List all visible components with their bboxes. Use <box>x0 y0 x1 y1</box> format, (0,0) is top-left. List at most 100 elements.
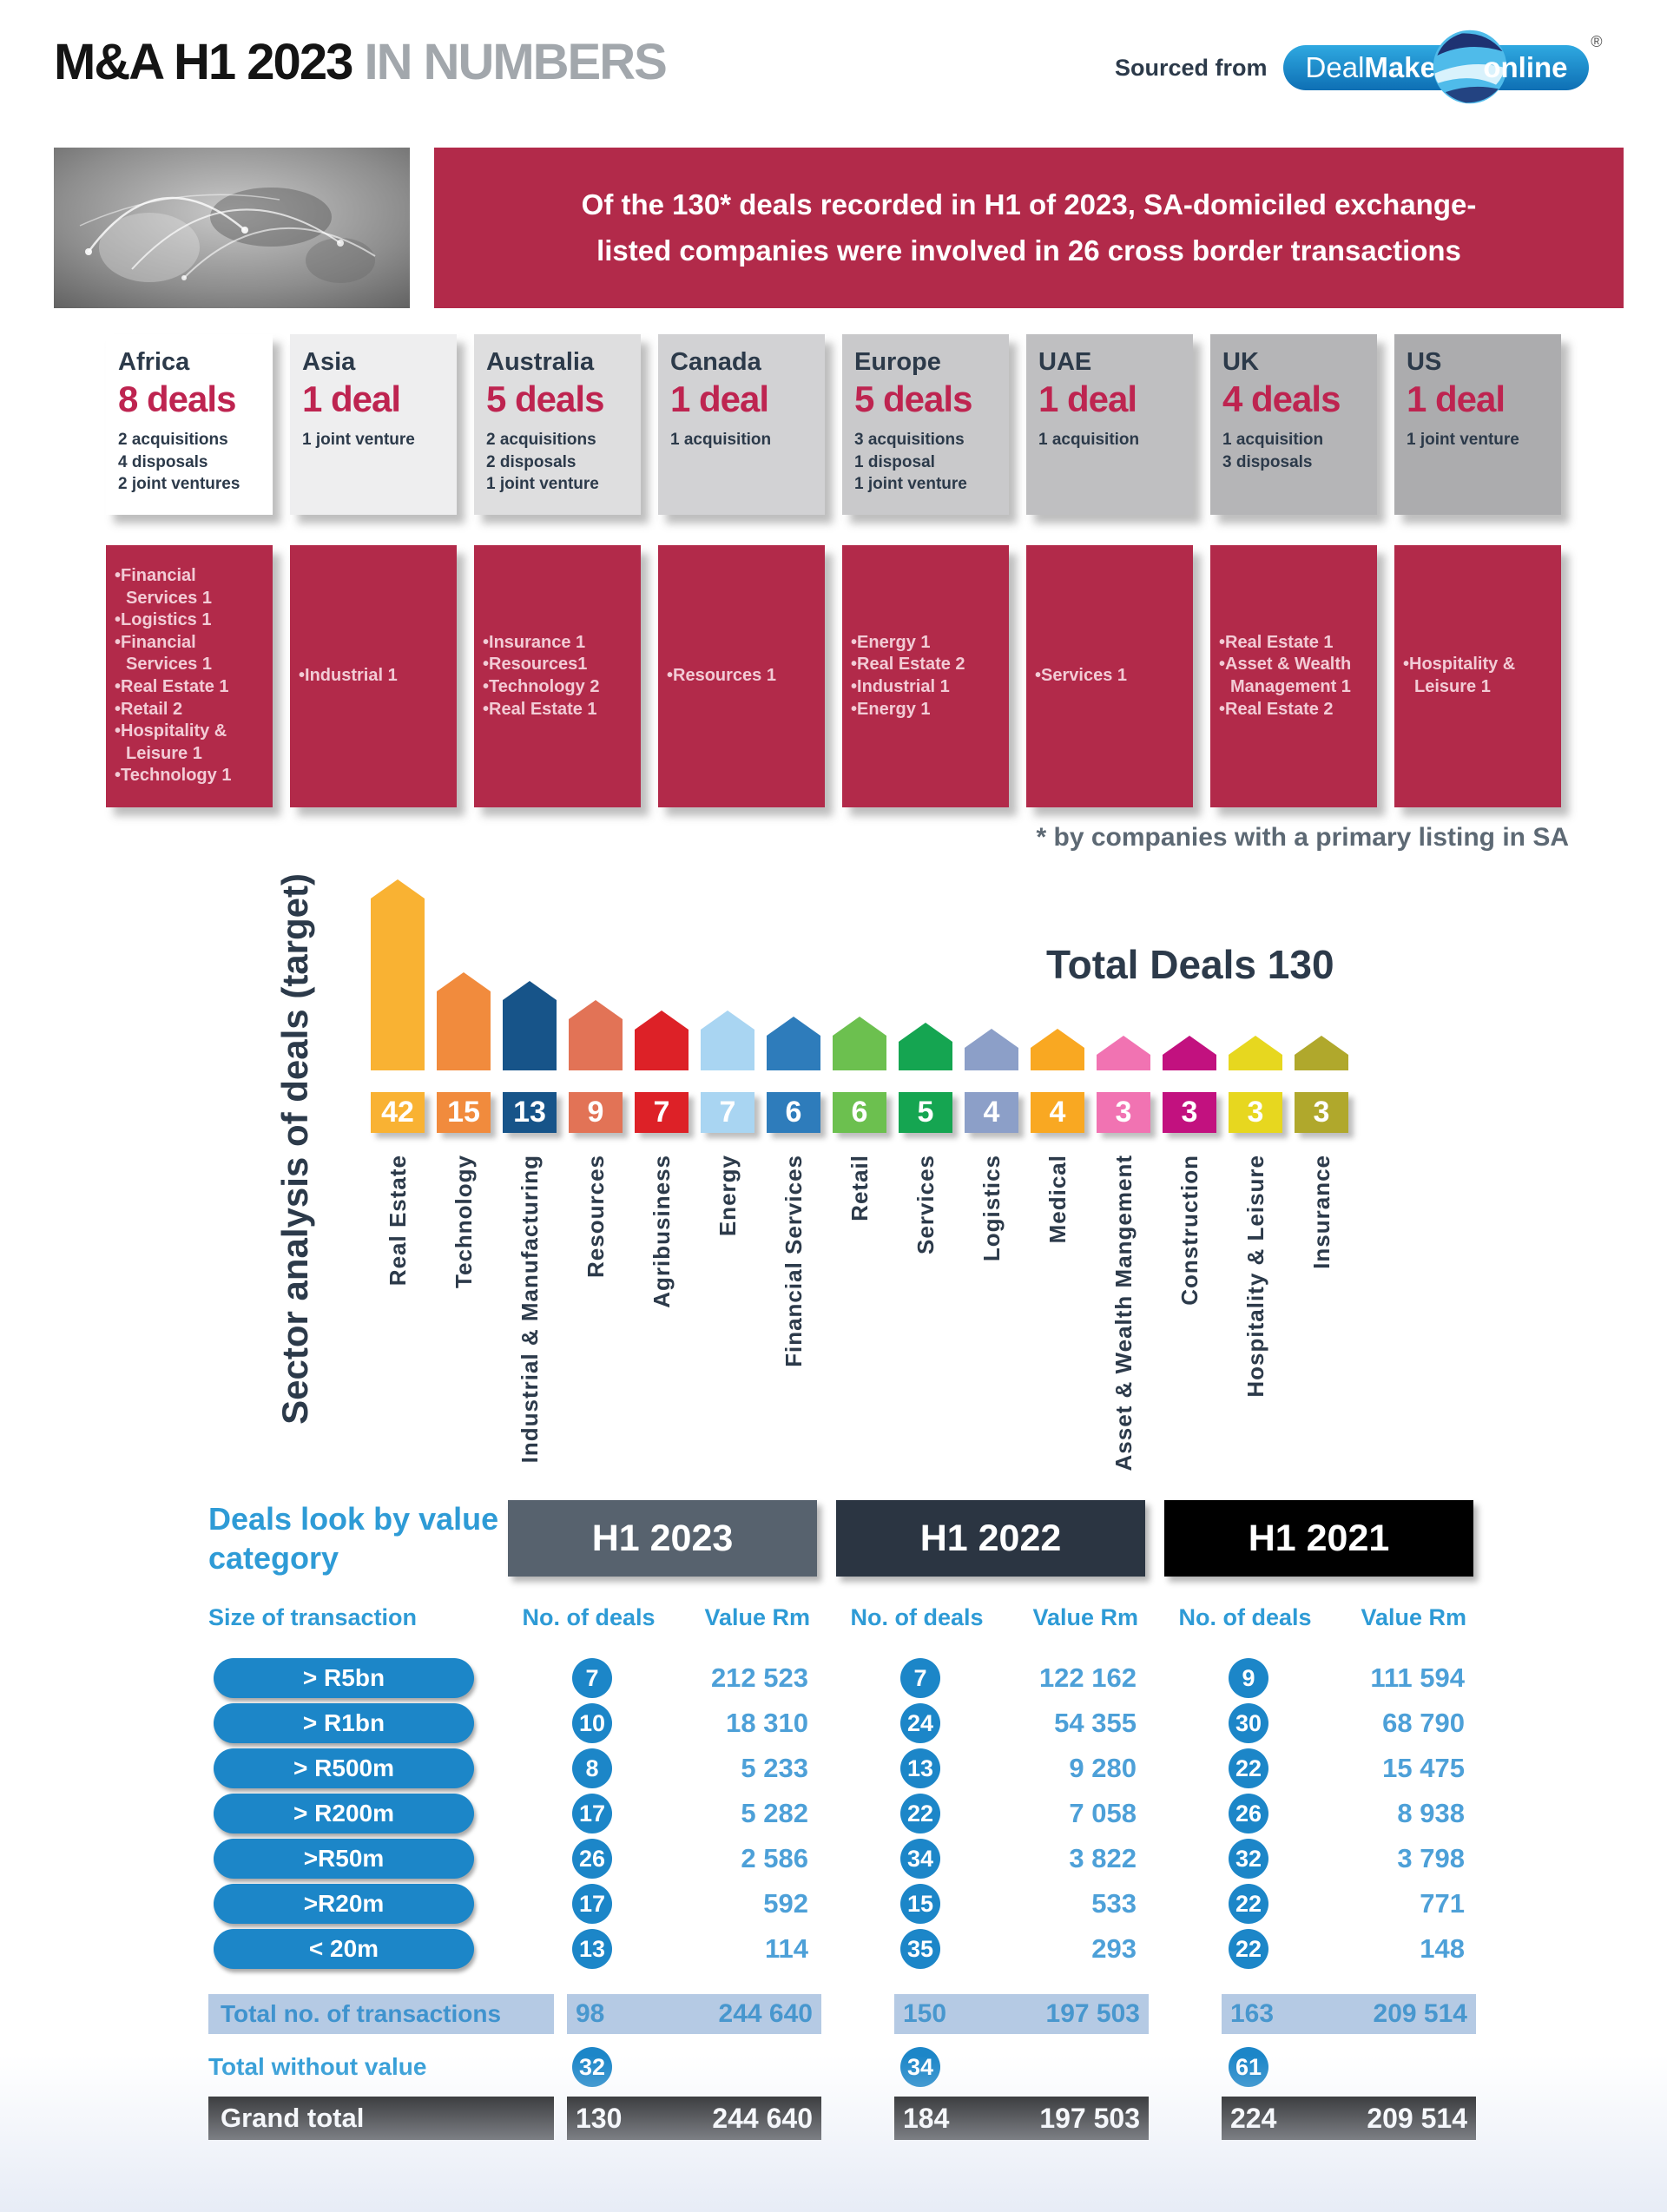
bar-value-label: 13 <box>503 1092 557 1133</box>
year-cell-group: 22 148 <box>1164 1929 1473 1969</box>
year-cell-group: 8 5 233 <box>508 1748 817 1788</box>
region-card-africa: Africa 8 deals 2 acquisitions 4 disposals 2 … <box>106 334 273 515</box>
size-category-pill: >R50m <box>214 1839 474 1879</box>
bar-arrow-shape <box>767 1017 820 1070</box>
band-deal-count: 130 <box>576 2102 623 2134</box>
bar-category-label: Industrial & Manufacturing <box>516 1155 543 1464</box>
year-cell-group: 22 7 058 <box>836 1794 1145 1833</box>
without-value-circle: 61 <box>1229 2047 1268 2087</box>
sector-item: Industrial 1 <box>851 676 965 699</box>
sector-item: Services 1 <box>1035 665 1127 688</box>
bar-category-label: Medical <box>1044 1155 1071 1244</box>
band-values: 130 244 640 <box>567 2097 821 2140</box>
deal-type-item: 1 acquisition <box>1222 431 1324 449</box>
deal-value: 8 938 <box>1397 1798 1465 1828</box>
bar-category-label: Energy <box>714 1155 741 1237</box>
deal-count-circle: 8 <box>572 1748 612 1788</box>
region-card-europe: Europe 5 deals 3 acquisitions 1 disposal 1 j… <box>842 334 1009 515</box>
deal-type-item: 1 disposal <box>854 452 935 471</box>
deal-count-circle: 7 <box>572 1658 612 1698</box>
bar-arrow-shape <box>1163 1036 1216 1070</box>
sector-item: Retail 2 <box>115 699 264 721</box>
bar-arrow-shape <box>1031 1029 1084 1070</box>
deal-type-item: 1 joint venture <box>486 475 599 494</box>
sector-list: Energy 1Real Estate 2Industrial 1Energy … <box>851 632 965 721</box>
bar-value-label: 7 <box>635 1092 689 1133</box>
dealmakers-logo: Deal Makers online ® <box>1282 30 1603 104</box>
year-cell-group: 7 122 162 <box>836 1658 1145 1698</box>
region-name: Australia <box>486 348 595 376</box>
deal-value: 533 <box>1091 1888 1137 1919</box>
year-header-h1-2021: H1 2021 <box>1164 1500 1473 1577</box>
band-deal-value: 209 514 <box>1367 2102 1467 2134</box>
bar-value-label: 3 <box>1295 1092 1348 1133</box>
banner-line-2: listed companies were involved in 26 cro… <box>596 234 1461 267</box>
bar-insurance: 3 Insurance <box>1295 868 1348 1269</box>
sector-item: Insurance 1 <box>483 632 599 655</box>
sector-box-canada: Resources 1 <box>658 545 825 807</box>
sector-item: Real Estate 2 <box>1219 699 1368 721</box>
region-deal-count: 1 deal <box>1038 379 1137 419</box>
bar-arrow-shape <box>701 1011 754 1070</box>
bar-industrial-manufacturing: 13 Industrial & Manufacturing <box>503 868 557 1463</box>
deal-value: 3 798 <box>1397 1843 1465 1873</box>
logo-text-deal: Deal <box>1305 51 1365 83</box>
sector-item: Technology 1 <box>115 765 264 787</box>
deal-type-item: 1 joint venture <box>302 431 415 449</box>
total-transactions-row: Total no. of transactions 98 244 640 150 197… <box>208 1994 1476 2034</box>
deal-type-item: 2 acquisitions <box>486 431 596 449</box>
sector-item: Hospitality & Leisure 1 <box>115 721 264 765</box>
sector-analysis-chart: Sector analysis of deals (target) Total … <box>0 868 1667 1476</box>
bar-value-label: 3 <box>1097 1092 1150 1133</box>
band-values: 150 197 503 <box>894 1994 1149 2034</box>
bar-category-label: Asset & Wealth Mangement <box>1110 1155 1137 1471</box>
year-cell-group: 32 <box>508 2047 817 2087</box>
sector-box-uae: Services 1 <box>1026 545 1193 807</box>
year-cell-group: 9 111 594 <box>1164 1658 1473 1698</box>
bar-arrow-zone <box>899 868 952 1070</box>
bar-arrow-zone <box>833 868 886 1070</box>
bar-arrow-zone <box>371 868 425 1070</box>
sector-item: Technology 2 <box>483 676 599 699</box>
band-deal-value: 244 640 <box>718 1999 813 2028</box>
world-map-image <box>54 148 410 308</box>
bar-value-label: 6 <box>833 1092 886 1133</box>
no-of-deals-header: No. of deals <box>522 1603 656 1630</box>
sector-item: Logistics 1 <box>115 609 264 632</box>
subheader-group: No. of deals Value Rm <box>836 1604 1145 1631</box>
deal-type-item: 1 acquisition <box>670 431 772 449</box>
bar-category-label: Real Estate <box>384 1155 411 1287</box>
headline-banner: Of the 130* deals recorded in H1 of 2023… <box>434 148 1624 308</box>
bar-arrow-zone <box>569 868 623 1070</box>
year-header-boxes: H1 2023 H1 2022 H1 2021 <box>508 1500 1473 1577</box>
sector-item: Resources1 <box>483 654 599 676</box>
bar-financial-services: 6 Financial Services <box>767 868 820 1367</box>
region-name: UAE <box>1038 348 1092 376</box>
region-deal-types: 1 joint venture <box>302 429 445 451</box>
band-values: 224 209 514 <box>1222 2097 1476 2140</box>
bar-category-label: Services <box>912 1155 939 1254</box>
bar-technology: 15 Technology <box>437 868 491 1288</box>
deal-count-circle: 30 <box>1229 1703 1268 1743</box>
band-label: Grand total <box>208 2097 554 2140</box>
bar-arrow-shape <box>437 972 491 1070</box>
deal-value: 9 280 <box>1069 1753 1137 1783</box>
year-cell-group: 26 8 938 <box>1164 1794 1473 1833</box>
deal-value: 114 <box>764 1933 808 1964</box>
size-category-pill: > R500m <box>214 1748 474 1788</box>
deal-type-item: 2 joint ventures <box>118 475 240 494</box>
value-rm-header: Value Rm <box>1361 1603 1466 1630</box>
bar-arrow-shape <box>371 879 425 1070</box>
sector-item: Financial Services 1 <box>115 565 264 609</box>
sector-item: Financial Services 1 <box>115 632 264 676</box>
deal-count-circle: 34 <box>900 1839 940 1879</box>
deal-type-item: 1 acquisition <box>1038 431 1140 449</box>
bar-arrow-zone <box>965 868 1018 1070</box>
region-card-uae: UAE 1 deal 1 acquisition <box>1026 334 1193 515</box>
bar-energy: 7 Energy <box>701 868 754 1236</box>
year-cell-group: 24 54 355 <box>836 1703 1145 1743</box>
table-title: Deals look by value category <box>208 1501 499 1576</box>
bar-arrow-zone <box>1229 868 1282 1070</box>
deal-value: 122 162 <box>1038 1662 1137 1693</box>
